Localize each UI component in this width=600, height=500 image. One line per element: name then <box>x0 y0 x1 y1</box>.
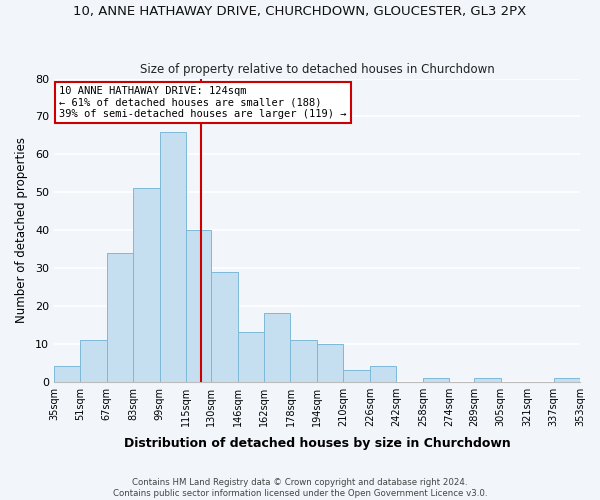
Bar <box>264 314 290 382</box>
Title: Size of property relative to detached houses in Churchdown: Size of property relative to detached ho… <box>140 63 494 76</box>
Bar <box>317 344 343 382</box>
Bar <box>554 378 580 382</box>
Y-axis label: Number of detached properties: Number of detached properties <box>15 137 28 323</box>
Text: 10 ANNE HATHAWAY DRIVE: 124sqm
← 61% of detached houses are smaller (188)
39% of: 10 ANNE HATHAWAY DRIVE: 124sqm ← 61% of … <box>59 86 347 120</box>
Bar <box>211 272 238 382</box>
Bar <box>107 253 133 382</box>
Bar <box>423 378 449 382</box>
X-axis label: Distribution of detached houses by size in Churchdown: Distribution of detached houses by size … <box>124 437 511 450</box>
Bar <box>186 230 211 382</box>
Bar <box>370 366 397 382</box>
Bar <box>54 366 80 382</box>
Bar <box>80 340 107 382</box>
Bar <box>160 132 186 382</box>
Bar <box>474 378 500 382</box>
Text: 10, ANNE HATHAWAY DRIVE, CHURCHDOWN, GLOUCESTER, GL3 2PX: 10, ANNE HATHAWAY DRIVE, CHURCHDOWN, GLO… <box>73 5 527 18</box>
Bar <box>290 340 317 382</box>
Text: Contains HM Land Registry data © Crown copyright and database right 2024.
Contai: Contains HM Land Registry data © Crown c… <box>113 478 487 498</box>
Bar <box>343 370 370 382</box>
Bar <box>238 332 264 382</box>
Bar <box>133 188 160 382</box>
